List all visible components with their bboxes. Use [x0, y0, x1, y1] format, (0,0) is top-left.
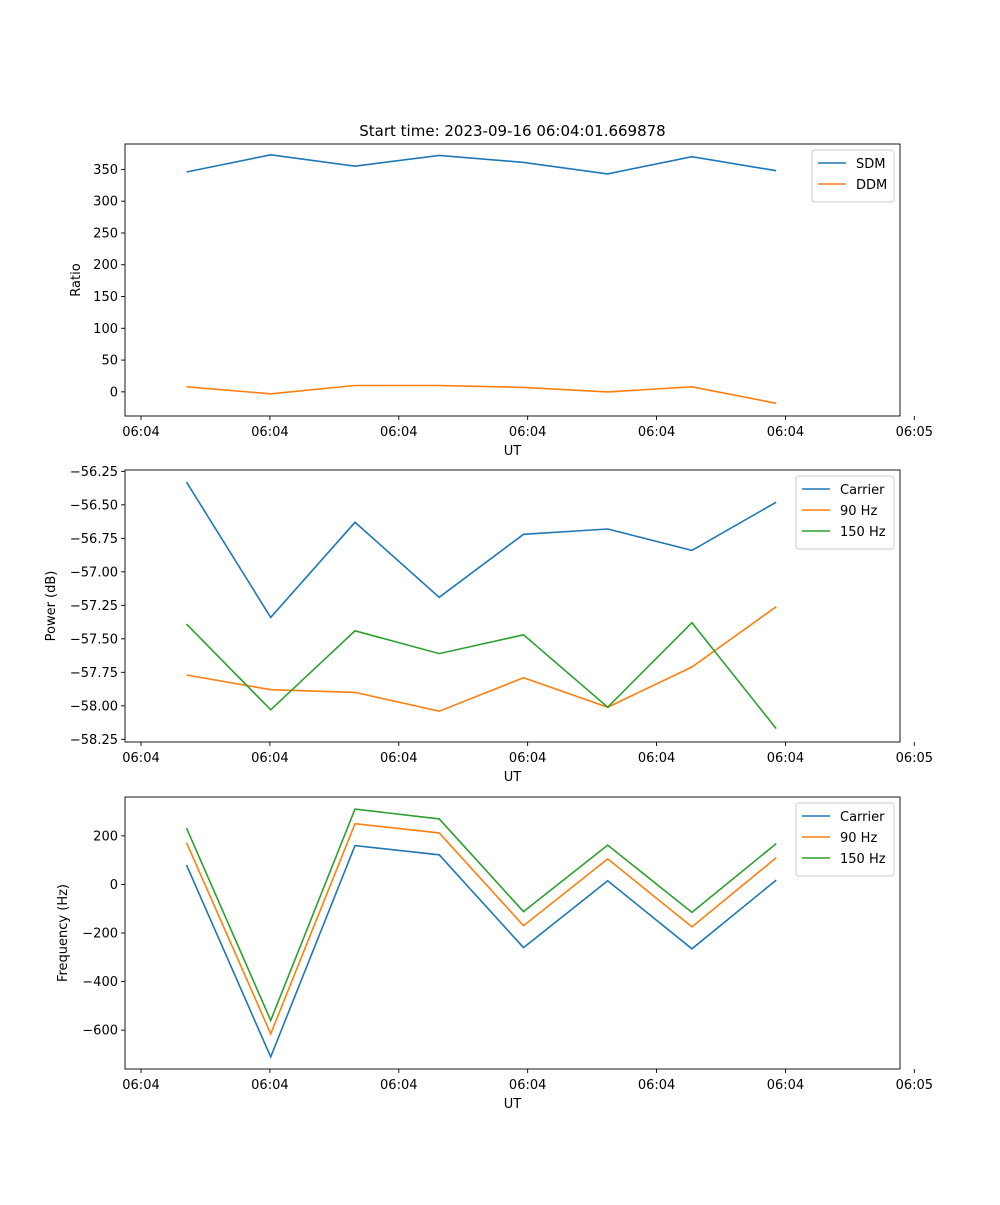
x-tick-label: 06:04 — [767, 425, 804, 440]
y-tick-label: 200 — [93, 829, 118, 844]
x-tick-label: 06:04 — [122, 425, 159, 440]
series-line-ddm — [186, 384, 777, 405]
x-axis-label: UT — [504, 444, 522, 459]
legend-label: 150 Hz — [840, 852, 886, 867]
x-tick-label: 06:04 — [122, 751, 159, 766]
x-tick-label: 06:04 — [251, 751, 288, 766]
y-axis-label: Frequency (Hz) — [56, 884, 71, 982]
legend: Carrier 90 Hz 150 Hz — [795, 475, 895, 550]
x-tick-label: 06:04 — [380, 1078, 417, 1093]
y-tick-label: 200 — [93, 258, 118, 273]
x-axis-label: UT — [504, 770, 522, 785]
axes-frame — [124, 143, 901, 417]
legend-label: 90 Hz — [840, 504, 877, 519]
series-line-90-hz — [185, 822, 777, 1036]
y-tick-label: −56.25 — [70, 465, 118, 480]
figure-title: Start time: 2023-09-16 06:04:01.669878 — [359, 122, 665, 140]
y-tick-label: −58.25 — [70, 733, 118, 748]
x-tick-label: 06:04 — [767, 751, 804, 766]
y-tick-label: 0 — [110, 385, 118, 400]
subplot-3: −600 −400 −200 0 200 06:04 06:04 06:04 06:04 06:0… — [56, 796, 933, 1112]
series-line-sdm — [186, 153, 777, 175]
y-tick-label: −400 — [82, 975, 118, 990]
axes-frame — [124, 469, 901, 743]
x-tick-label: 06:04 — [380, 751, 417, 766]
legend-label: 90 Hz — [840, 831, 877, 846]
subplot-1: 0 50 100 150 200 250 300 350 06:04 06:04 06:04 06:0… — [69, 143, 933, 459]
plots: 0 50 100 150 200 250 300 350 06:04 06:04 06:04 06:0… — [44, 143, 933, 1112]
subplot-2: −58.25 −58.00 −57.75 −57.50 −57.25 −57.00 −56.… — [44, 465, 933, 785]
series-line-carrier — [185, 844, 777, 1059]
y-tick-label: 0 — [110, 878, 118, 893]
legend: Carrier 90 Hz 150 Hz — [795, 802, 895, 877]
y-tick-label: −600 — [82, 1024, 118, 1039]
x-tick-label: 06:05 — [896, 425, 933, 440]
y-tick-label: 300 — [93, 195, 118, 210]
legend-label: SDM — [856, 157, 885, 172]
x-tick-label: 06:04 — [509, 751, 546, 766]
y-tick-label: −57.75 — [70, 666, 118, 681]
x-tick-label: 06:04 — [509, 425, 546, 440]
y-tick-label: 150 — [93, 290, 118, 305]
legend-label: DDM — [856, 178, 887, 193]
y-tick-label: 100 — [93, 322, 118, 337]
legend-label: Carrier — [840, 483, 885, 498]
y-axis-label: Power (dB) — [44, 571, 59, 642]
legend: SDM DDM — [811, 149, 895, 203]
x-tick-label: 06:04 — [509, 1078, 546, 1093]
x-tick-label: 06:04 — [251, 425, 288, 440]
x-tick-label: 06:04 — [251, 1078, 288, 1093]
y-tick-label: −57.25 — [70, 599, 118, 614]
x-tick-label: 06:04 — [638, 425, 675, 440]
x-axis-label: UT — [504, 1097, 522, 1112]
series-line-carrier — [185, 481, 777, 619]
legend-label: Carrier — [840, 810, 885, 825]
y-tick-label: −57.00 — [70, 565, 118, 580]
x-tick-label: 06:04 — [380, 425, 417, 440]
x-tick-label: 06:04 — [638, 1078, 675, 1093]
y-tick-label: −57.50 — [70, 632, 118, 647]
x-tick-label: 06:05 — [896, 751, 933, 766]
x-tick-label: 06:04 — [122, 1078, 159, 1093]
y-axis-label: Ratio — [69, 263, 84, 296]
x-tick-label: 06:04 — [767, 1078, 804, 1093]
y-tick-label: −200 — [82, 927, 118, 942]
y-tick-label: −56.50 — [70, 498, 118, 513]
series-line-90-hz — [186, 606, 777, 713]
series-line-150-hz — [185, 621, 777, 730]
y-tick-label: 50 — [101, 354, 118, 369]
x-tick-label: 06:05 — [896, 1078, 933, 1093]
y-tick-label: −58.00 — [70, 699, 118, 714]
y-tick-label: 350 — [93, 163, 118, 178]
legend-label: 150 Hz — [840, 525, 886, 540]
y-tick-label: −56.75 — [70, 532, 118, 547]
x-tick-label: 06:04 — [638, 751, 675, 766]
series-line-150-hz — [185, 808, 777, 1023]
y-tick-label: 250 — [93, 226, 118, 241]
